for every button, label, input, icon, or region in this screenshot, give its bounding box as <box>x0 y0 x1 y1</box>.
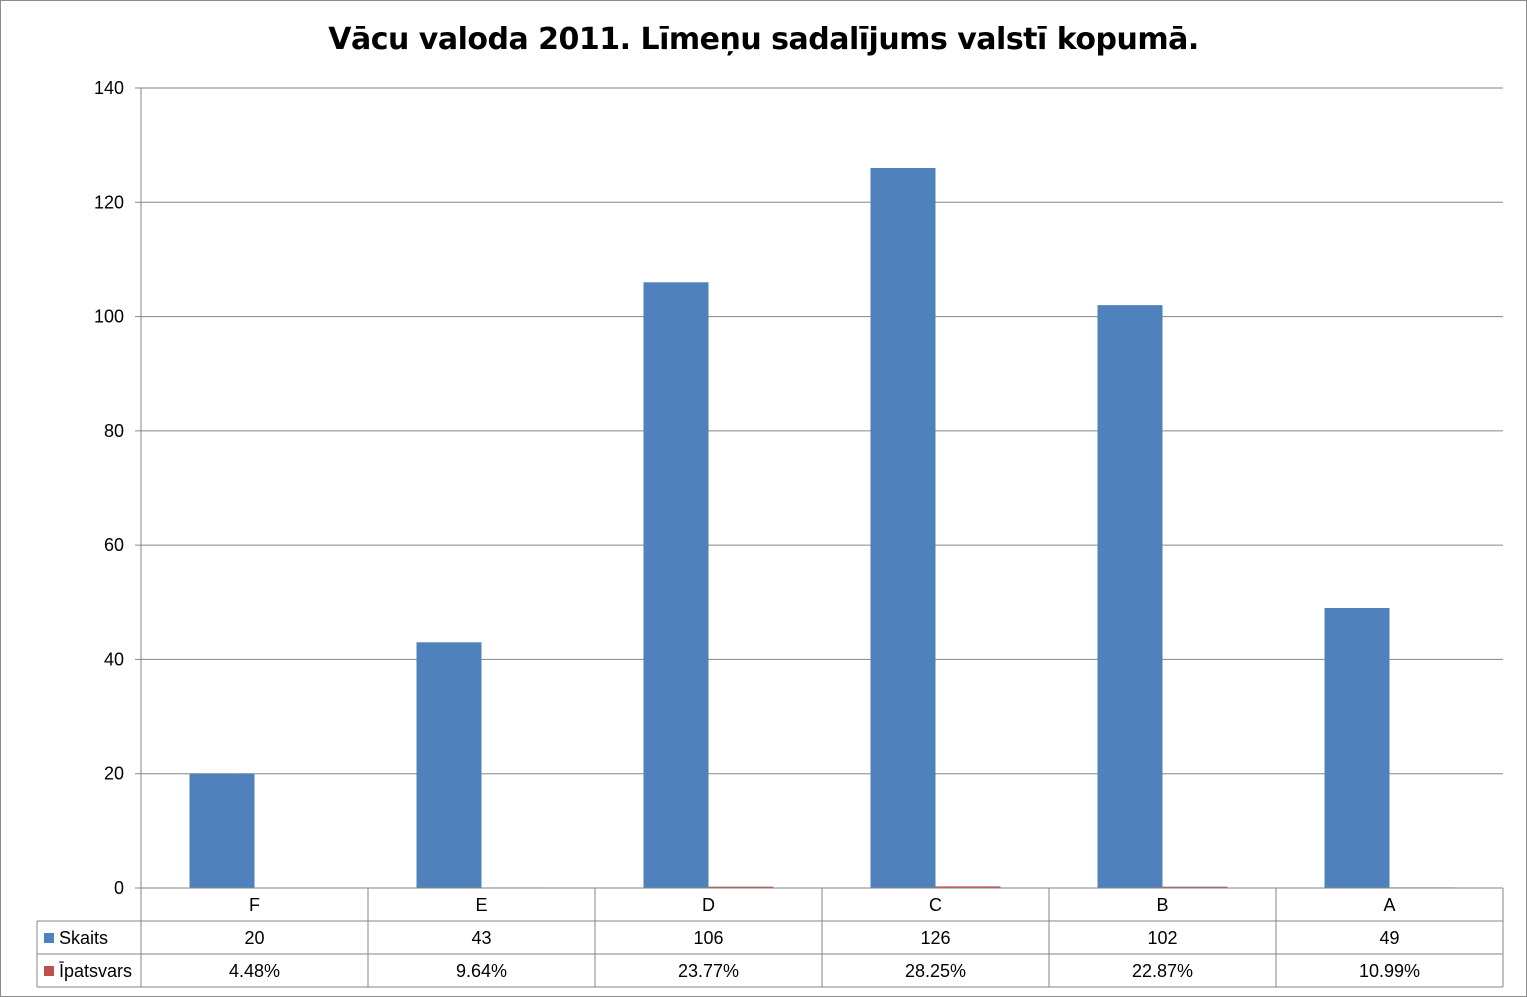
bar-ipatsvars <box>708 886 774 888</box>
bar-skaits <box>870 168 936 888</box>
y-tick-label: 0 <box>114 878 124 898</box>
data-label: 49 <box>1379 928 1399 948</box>
data-label: 28.25% <box>905 961 966 981</box>
legend-key <box>44 933 54 943</box>
bar-skaits <box>1097 305 1163 889</box>
y-tick-label: 120 <box>94 192 124 212</box>
chart-title: Vācu valoda 2011. Līmeņu sadalījums vals… <box>328 22 1199 57</box>
legend-label: Īpatsvars <box>59 961 132 981</box>
category-label: A <box>1383 895 1395 915</box>
y-tick-label: 100 <box>94 307 124 327</box>
category-label: B <box>1156 895 1168 915</box>
data-label: 4.48% <box>229 961 280 981</box>
bar-skaits <box>416 642 482 888</box>
bar-skaits <box>1324 608 1390 888</box>
y-tick-label: 80 <box>104 421 124 441</box>
data-label: 106 <box>693 928 723 948</box>
bar-ipatsvars <box>935 886 1001 888</box>
data-label: 43 <box>471 928 491 948</box>
category-label: C <box>929 895 942 915</box>
data-label: 23.77% <box>678 961 739 981</box>
data-label: 102 <box>1147 928 1177 948</box>
bar-skaits <box>189 773 255 888</box>
y-tick-label: 20 <box>104 764 124 784</box>
data-label: 22.87% <box>1132 961 1193 981</box>
data-label: 9.64% <box>456 961 507 981</box>
category-label: F <box>249 895 260 915</box>
legend-key <box>44 966 54 976</box>
category-label: D <box>702 895 715 915</box>
category-label: E <box>475 895 487 915</box>
bar-skaits <box>643 282 709 888</box>
legend-label: Skaits <box>59 928 108 948</box>
y-tick-label: 40 <box>104 649 124 669</box>
data-label: 20 <box>244 928 264 948</box>
bar-ipatsvars <box>1162 886 1228 888</box>
y-tick-label: 60 <box>104 535 124 555</box>
data-label: 126 <box>920 928 950 948</box>
data-label: 10.99% <box>1359 961 1420 981</box>
y-tick-label: 140 <box>94 78 124 98</box>
